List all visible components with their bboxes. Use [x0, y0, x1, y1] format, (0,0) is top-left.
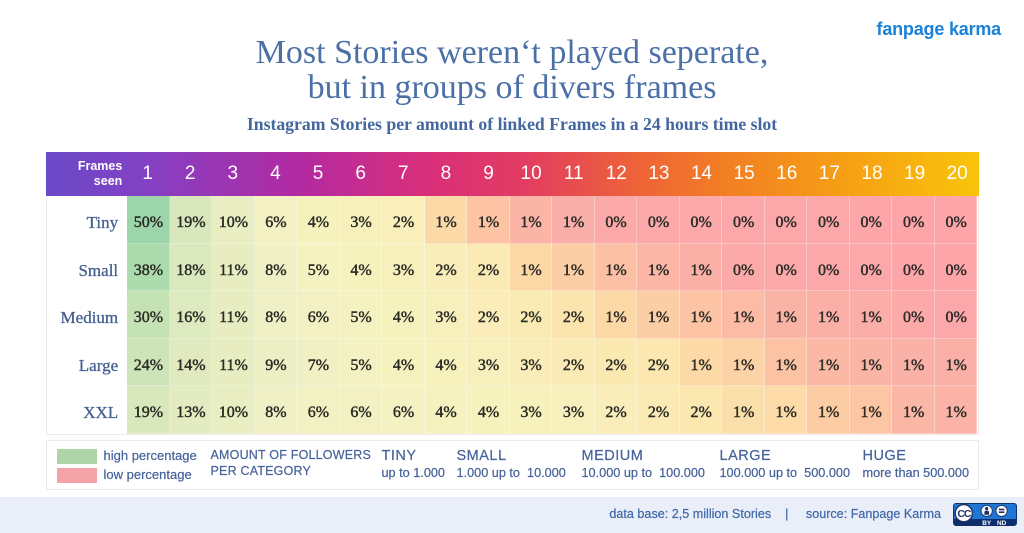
svg-text:CC: CC: [957, 508, 972, 520]
svg-text:ND: ND: [997, 520, 1007, 526]
svg-text:BY: BY: [982, 520, 992, 526]
